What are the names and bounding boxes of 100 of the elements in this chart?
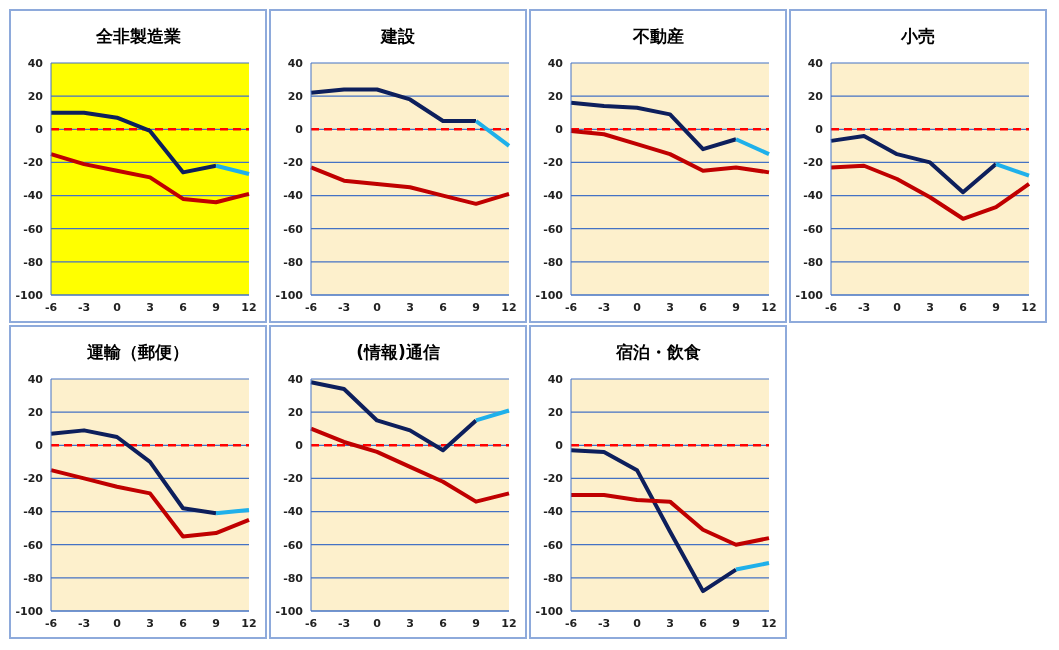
x-tick-label: 0 xyxy=(633,616,642,630)
x-tick-label: -6 xyxy=(564,300,578,314)
x-tick-label: 0 xyxy=(373,300,382,314)
line-series xyxy=(309,87,478,123)
x-tick-label: 12 xyxy=(241,300,257,314)
y-tick-label: 0 xyxy=(555,439,564,453)
y-tick-label: -40 xyxy=(283,189,304,203)
line-series xyxy=(569,100,738,152)
y-tick-label: 20 xyxy=(547,90,564,104)
line-series xyxy=(309,380,478,453)
x-tick-label: 3 xyxy=(146,616,154,630)
y-tick-label: -60 xyxy=(283,538,304,552)
x-tick-label: 12 xyxy=(1021,300,1037,314)
x-tick-label: -6 xyxy=(564,616,578,630)
x-tick-label: 9 xyxy=(212,616,220,630)
line-series xyxy=(49,468,251,539)
x-tick-label: 6 xyxy=(179,616,188,630)
x-tick-label: 3 xyxy=(926,300,934,314)
line-series xyxy=(569,448,738,594)
line-series xyxy=(829,133,998,195)
y-tick-label: -80 xyxy=(283,571,304,585)
line-series xyxy=(49,110,218,175)
y-tick-label: -20 xyxy=(803,156,824,170)
y-tick-label: 20 xyxy=(547,406,564,420)
chart-title: 不動産 xyxy=(631,25,685,48)
y-tick-label: 40 xyxy=(807,56,824,70)
y-tick-label: -60 xyxy=(283,222,304,236)
y-tick-label: -100 xyxy=(275,604,304,618)
x-tick-label: 9 xyxy=(992,300,1000,314)
x-tick-label: 3 xyxy=(406,300,414,314)
x-tick-label: 0 xyxy=(113,616,122,630)
y-tick-label: 40 xyxy=(547,372,564,386)
y-tick-label: -20 xyxy=(23,156,44,170)
x-tick-label: -3 xyxy=(77,300,91,314)
y-tick-label: -20 xyxy=(283,156,304,170)
y-tick-label: 0 xyxy=(295,123,304,137)
y-tick-label: -80 xyxy=(543,255,564,269)
line-series xyxy=(309,426,511,504)
y-tick-label: -80 xyxy=(803,255,824,269)
x-tick-label: 9 xyxy=(212,300,220,314)
y-tick-label: 20 xyxy=(27,406,44,420)
line-series xyxy=(829,163,1031,221)
y-tick-label: -80 xyxy=(283,255,304,269)
chart-title: 全非製造業 xyxy=(94,25,182,48)
x-tick-label: 3 xyxy=(406,616,414,630)
x-tick-label: 12 xyxy=(761,300,777,314)
line-series xyxy=(49,152,251,205)
y-tick-label: -40 xyxy=(23,505,44,519)
y-tick-label: -60 xyxy=(23,538,44,552)
x-tick-label: -6 xyxy=(44,300,58,314)
y-tick-label: 40 xyxy=(27,372,44,386)
y-tick-label: -20 xyxy=(283,472,304,486)
y-tick-label: 0 xyxy=(35,123,44,137)
x-tick-label: 9 xyxy=(732,616,740,630)
y-tick-label: 40 xyxy=(27,56,44,70)
chart-title: 運輸（郵便） xyxy=(86,341,190,364)
line-series xyxy=(569,493,771,547)
y-tick-label: 40 xyxy=(287,56,304,70)
line-series xyxy=(49,428,218,516)
x-tick-label: 6 xyxy=(439,616,448,630)
x-tick-label: 6 xyxy=(699,616,708,630)
y-tick-label: -100 xyxy=(795,288,824,302)
x-tick-label: 6 xyxy=(439,300,448,314)
y-tick-label: 0 xyxy=(815,123,824,137)
x-tick-label: 0 xyxy=(893,300,902,314)
chart-title: 建設 xyxy=(379,25,416,48)
x-tick-label: 0 xyxy=(633,300,642,314)
chart-title: (情報)通信 xyxy=(355,341,441,364)
x-tick-label: 3 xyxy=(666,616,674,630)
y-tick-label: -60 xyxy=(23,222,44,236)
line-series xyxy=(569,128,771,175)
line-series xyxy=(309,165,511,206)
y-tick-label: 0 xyxy=(295,439,304,453)
y-tick-label: -80 xyxy=(23,255,44,269)
y-tick-label: -40 xyxy=(543,505,564,519)
y-tick-label: -80 xyxy=(543,571,564,585)
x-tick-label: -3 xyxy=(337,300,351,314)
y-tick-label: -20 xyxy=(543,472,564,486)
x-tick-label: -3 xyxy=(857,300,871,314)
y-tick-label: 20 xyxy=(287,406,304,420)
y-tick-label: -100 xyxy=(15,604,44,618)
y-tick-label: -60 xyxy=(543,538,564,552)
x-tick-label: -3 xyxy=(597,300,611,314)
x-tick-label: 3 xyxy=(666,300,674,314)
y-tick-label: 40 xyxy=(287,372,304,386)
x-tick-label: 3 xyxy=(146,300,154,314)
y-tick-label: -20 xyxy=(543,156,564,170)
x-tick-label: 6 xyxy=(699,300,708,314)
y-tick-label: 40 xyxy=(547,56,564,70)
chart-title: 小売 xyxy=(900,25,936,48)
x-tick-label: -6 xyxy=(304,616,318,630)
y-tick-label: -40 xyxy=(543,189,564,203)
x-tick-label: 9 xyxy=(472,616,480,630)
x-tick-label: 0 xyxy=(113,300,122,314)
x-tick-label: 6 xyxy=(179,300,188,314)
y-tick-label: -100 xyxy=(535,288,564,302)
x-tick-label: -6 xyxy=(824,300,838,314)
y-tick-label: -40 xyxy=(23,189,44,203)
x-tick-label: 12 xyxy=(501,300,517,314)
x-tick-label: 12 xyxy=(241,616,257,630)
